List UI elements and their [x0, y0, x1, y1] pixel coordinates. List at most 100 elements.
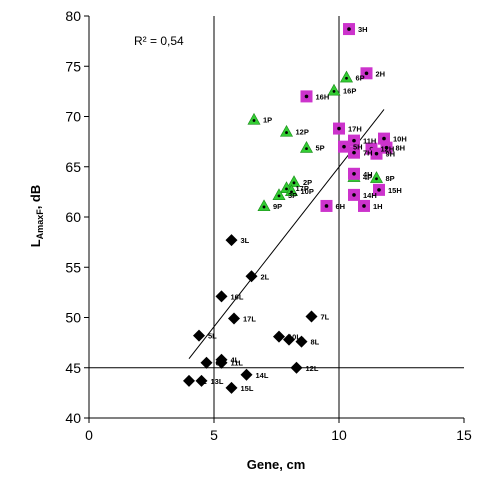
triangle-marker — [369, 171, 384, 183]
point-label: 17P — [296, 184, 309, 193]
diamond-marker — [305, 310, 318, 323]
triangle-marker — [257, 199, 271, 212]
x-tick-label: 5 — [210, 427, 218, 443]
diamond-marker — [183, 374, 195, 387]
diamond-marker — [215, 356, 228, 369]
triangle-marker-dot — [252, 119, 256, 122]
triangle-marker — [327, 83, 341, 96]
diamond-marker — [195, 374, 208, 387]
x-tick-label: 10 — [331, 427, 347, 443]
point-label: 8L — [311, 338, 320, 347]
point-label: 5P — [316, 144, 325, 153]
diamond-marker — [225, 381, 238, 394]
triangle-marker — [284, 184, 299, 196]
point-label: 3H — [358, 25, 368, 34]
point-label: 2H — [376, 69, 386, 78]
point-label: 4L — [231, 356, 240, 365]
point-label: 15L — [241, 384, 254, 393]
x-axis-title: Gene, cm — [247, 457, 306, 472]
y-tick-label: 70 — [65, 109, 81, 125]
y-tick-label: 50 — [65, 310, 81, 326]
square-marker-dot — [352, 171, 356, 176]
point-label: 1L — [198, 377, 207, 386]
point-label: 12L — [306, 364, 319, 373]
point-label: 8P — [386, 174, 395, 183]
triangle-marker-dot — [277, 194, 281, 198]
diamond-marker — [200, 356, 213, 369]
triangle-marker-dot — [345, 76, 348, 80]
r-squared-annotation: R² = 0,54 — [134, 34, 184, 48]
diamond-marker — [290, 361, 303, 374]
point-label: 16L — [231, 292, 244, 301]
square-marker-dot — [374, 151, 379, 156]
diamond-marker — [245, 270, 258, 283]
point-label: 10P — [301, 187, 314, 196]
point-label: 11H — [363, 137, 376, 146]
y-tick-label: 65 — [65, 159, 81, 175]
triangle-marker-dot — [292, 181, 296, 185]
point-label: 1P — [263, 116, 272, 125]
square-marker-dot — [337, 126, 341, 131]
triangle-marker — [272, 188, 286, 200]
square-marker-dot — [304, 94, 309, 99]
point-label: 3L — [241, 236, 250, 245]
point-label: 13L — [211, 377, 224, 386]
square-marker-dot — [382, 136, 386, 141]
point-label: 6L — [216, 359, 225, 368]
square-marker-dot — [342, 144, 346, 149]
diamond-marker — [228, 312, 240, 325]
y-axis-title-subscript: AmaxF — [35, 209, 45, 240]
point-label: 14H — [363, 191, 377, 200]
square-marker-dot — [324, 204, 329, 208]
point-label: 17H — [348, 125, 362, 134]
point-label: 10H — [393, 135, 407, 144]
diamond-marker — [283, 333, 295, 346]
x-tick-label: 15 — [456, 427, 472, 443]
square-marker-dot — [384, 145, 389, 150]
point-label: 7L — [321, 312, 330, 321]
triangle-marker-dot — [332, 89, 336, 93]
point-label: 10L — [288, 333, 301, 342]
point-label: 5H — [353, 143, 363, 152]
diamond-marker — [193, 329, 205, 342]
x-tick-label: 0 — [85, 427, 93, 443]
point-label: 11L — [231, 359, 244, 368]
square-marker-dot — [362, 204, 366, 208]
point-label: 12P — [296, 128, 309, 137]
y-axis-title-main: L — [28, 239, 43, 247]
y-tick-label: 75 — [65, 58, 81, 74]
triangle-marker — [247, 112, 261, 125]
triangle-marker-dot — [375, 177, 378, 181]
point-label: 16P — [343, 86, 356, 95]
point-label: 7H — [363, 149, 373, 158]
point-label: 6H — [336, 202, 346, 211]
point-label: 4H — [363, 170, 373, 179]
y-axis-title: LAmaxF, dB — [28, 185, 45, 248]
triangle-marker-dot — [290, 190, 293, 194]
triangle-marker-dot — [285, 187, 288, 191]
point-label: 15H — [388, 186, 402, 195]
y-tick-label: 80 — [65, 8, 81, 24]
grid-layer — [89, 16, 464, 418]
point-label: 4P — [363, 173, 372, 182]
diamond-marker — [225, 234, 238, 247]
diamond-marker — [295, 335, 308, 348]
point-label: 2L — [261, 272, 270, 281]
square-marker-dot — [352, 150, 356, 155]
point-label: 12H — [381, 145, 395, 154]
point-label: 5L — [208, 332, 217, 341]
square-marker-dot — [352, 138, 356, 143]
point-label: 6P — [356, 73, 365, 82]
triangle-marker-dot — [262, 205, 266, 209]
triangle-marker-dot — [305, 147, 308, 151]
y-axis-title-unit: , dB — [28, 185, 43, 210]
point-label: 9L — [298, 336, 307, 345]
y-tick-label: 45 — [65, 360, 81, 376]
point-label: 14L — [256, 371, 269, 380]
triangle-marker — [339, 70, 354, 83]
diamond-marker — [273, 330, 285, 343]
square-marker-dot — [364, 71, 369, 76]
